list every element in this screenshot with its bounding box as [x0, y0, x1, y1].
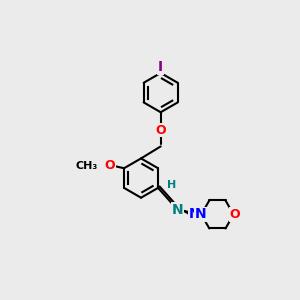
Text: N: N [194, 207, 206, 221]
Text: O: O [155, 124, 166, 137]
Text: O: O [104, 159, 115, 172]
Text: CH₃: CH₃ [76, 161, 98, 171]
Text: O: O [230, 208, 240, 221]
Text: N: N [172, 203, 184, 217]
Text: I: I [158, 60, 163, 74]
Text: H: H [167, 180, 176, 190]
Text: N: N [188, 207, 200, 221]
